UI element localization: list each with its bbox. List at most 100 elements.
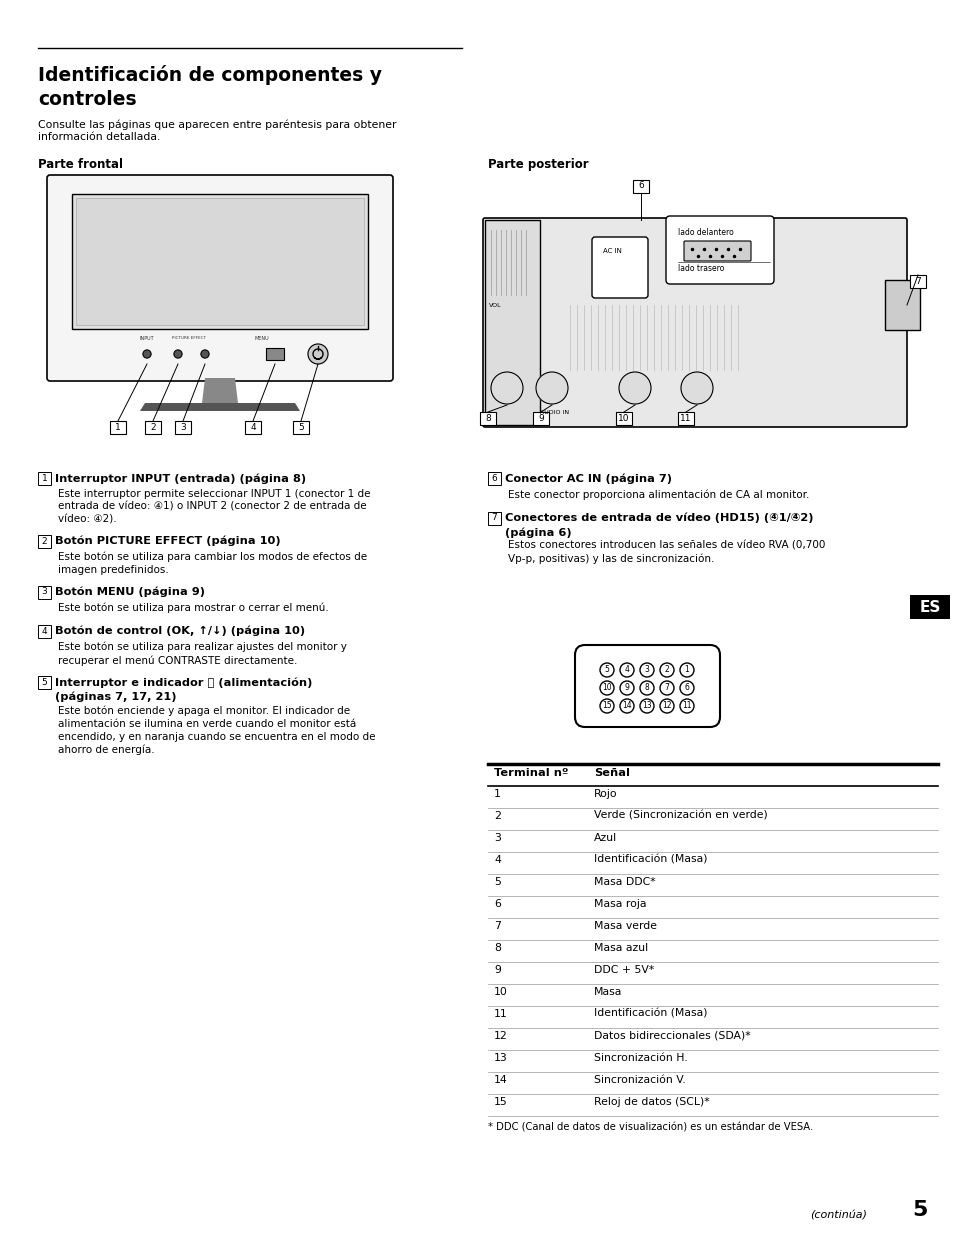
- Text: 3: 3: [42, 588, 48, 597]
- Text: 5: 5: [494, 877, 500, 887]
- Text: 13: 13: [494, 1053, 507, 1063]
- FancyBboxPatch shape: [592, 237, 647, 298]
- Text: 12: 12: [661, 701, 671, 710]
- Text: 10: 10: [494, 987, 507, 997]
- Bar: [38, 625, 51, 638]
- Circle shape: [308, 345, 328, 364]
- Text: 9: 9: [624, 683, 629, 693]
- Text: Interruptor e indicador ⏻ (alimentación): Interruptor e indicador ⏻ (alimentación): [55, 677, 312, 688]
- Text: Este botón enciende y apaga el monitor. El indicador de
alimentación se ilumina : Este botón enciende y apaga el monitor. …: [58, 705, 375, 755]
- FancyBboxPatch shape: [575, 645, 720, 727]
- Text: 15: 15: [601, 701, 611, 710]
- Bar: [479, 412, 496, 425]
- Text: Estos conectores introducen las señales de vídeo RVA (0,700
Vp-p, positivas) y l: Estos conectores introducen las señales …: [507, 541, 824, 564]
- Text: 10: 10: [601, 683, 611, 693]
- Text: 6: 6: [684, 683, 689, 693]
- Text: 5: 5: [911, 1200, 926, 1220]
- Text: Botón PICTURE EFFECT (página 10): Botón PICTURE EFFECT (página 10): [55, 536, 280, 546]
- Circle shape: [143, 350, 151, 358]
- Text: Este botón se utiliza para cambiar los modos de efectos de
imagen predefinidos.: Este botón se utiliza para cambiar los m…: [58, 552, 367, 574]
- Text: Conector AC IN (página 7): Conector AC IN (página 7): [504, 473, 671, 483]
- Text: Masa roja: Masa roja: [594, 899, 646, 909]
- Text: Rojo: Rojo: [594, 789, 617, 799]
- Bar: [110, 421, 126, 433]
- Text: (continúa): (continúa): [809, 1210, 866, 1220]
- Text: 5: 5: [297, 424, 304, 432]
- Text: 8: 8: [494, 944, 500, 953]
- Text: 4: 4: [494, 855, 500, 864]
- Text: Este botón se utiliza para mostrar o cerrar el menú.: Este botón se utiliza para mostrar o cer…: [58, 603, 329, 613]
- Text: Masa azul: Masa azul: [594, 944, 647, 953]
- Text: 5: 5: [604, 666, 609, 674]
- Text: 2: 2: [150, 424, 155, 432]
- Text: Conectores de entrada de vídeo (HD15) (④1/④2): Conectores de entrada de vídeo (HD15) (④…: [504, 513, 813, 522]
- Bar: [884, 280, 919, 330]
- FancyBboxPatch shape: [47, 175, 393, 382]
- Text: 3: 3: [180, 424, 186, 432]
- Bar: [76, 198, 364, 325]
- Text: AC IN: AC IN: [602, 248, 621, 254]
- Text: Interruptor INPUT (entrada) (página 8): Interruptor INPUT (entrada) (página 8): [55, 473, 306, 483]
- Text: 4: 4: [42, 627, 48, 636]
- Text: Sincronización V.: Sincronización V.: [594, 1074, 685, 1086]
- Text: 3: 3: [644, 666, 649, 674]
- Text: Este interruptor permite seleccionar INPUT 1 (conector 1 de
entrada de vídeo: ④1: Este interruptor permite seleccionar INP…: [58, 489, 370, 525]
- Text: 9: 9: [494, 965, 500, 974]
- Text: 8: 8: [644, 683, 649, 693]
- Text: Botón de control (OK, ↑/↓) (página 10): Botón de control (OK, ↑/↓) (página 10): [55, 626, 305, 636]
- Text: Masa verde: Masa verde: [594, 921, 657, 931]
- Bar: [38, 472, 51, 485]
- Circle shape: [201, 350, 209, 358]
- Text: 2: 2: [42, 536, 48, 546]
- Text: Identificación (Masa): Identificación (Masa): [594, 1009, 707, 1019]
- FancyBboxPatch shape: [482, 219, 906, 427]
- Bar: [616, 412, 631, 425]
- Text: Sincronización H.: Sincronización H.: [594, 1053, 687, 1063]
- Text: lado delantero: lado delantero: [678, 228, 733, 237]
- FancyBboxPatch shape: [683, 241, 750, 261]
- Bar: [245, 421, 261, 433]
- Text: * DDC (Canal de datos de visualización) es un estándar de VESA.: * DDC (Canal de datos de visualización) …: [488, 1123, 812, 1132]
- Polygon shape: [202, 378, 237, 403]
- Text: Reloj de datos (SCL)*: Reloj de datos (SCL)*: [594, 1097, 709, 1107]
- Text: lado trasero: lado trasero: [678, 264, 723, 273]
- Bar: [633, 180, 648, 193]
- Text: Consulte las páginas que aparecen entre paréntesis para obtener
información deta: Consulte las páginas que aparecen entre …: [38, 120, 396, 142]
- Bar: [266, 348, 284, 359]
- FancyBboxPatch shape: [665, 216, 773, 284]
- Text: 14: 14: [621, 701, 631, 710]
- Circle shape: [173, 350, 182, 358]
- Text: 1: 1: [115, 424, 121, 432]
- Text: Azul: Azul: [594, 832, 617, 844]
- Text: controles: controles: [38, 90, 136, 109]
- Bar: [488, 511, 500, 525]
- Bar: [71, 194, 368, 329]
- Text: 7: 7: [494, 921, 500, 931]
- Bar: [145, 421, 161, 433]
- Text: 7: 7: [491, 514, 497, 522]
- Text: Terminal nº: Terminal nº: [494, 768, 568, 778]
- Text: Este botón se utiliza para realizar ajustes del monitor y
recuperar el menú CONT: Este botón se utiliza para realizar ajus…: [58, 642, 347, 666]
- Text: 9: 9: [537, 414, 543, 424]
- Text: VOL: VOL: [489, 303, 501, 308]
- Text: 2: 2: [664, 666, 669, 674]
- Bar: [488, 472, 500, 485]
- Text: 11: 11: [679, 414, 691, 424]
- Text: Masa: Masa: [594, 987, 621, 997]
- Bar: [909, 275, 925, 288]
- Text: 1: 1: [42, 474, 48, 483]
- Text: PICTURE EFFECT: PICTURE EFFECT: [172, 336, 206, 340]
- Text: 6: 6: [491, 474, 497, 483]
- Text: 4: 4: [624, 666, 629, 674]
- Text: Señal: Señal: [594, 768, 629, 778]
- Text: Masa DDC*: Masa DDC*: [594, 877, 655, 887]
- Text: (páginas 7, 17, 21): (páginas 7, 17, 21): [55, 692, 176, 703]
- Circle shape: [680, 372, 712, 404]
- Text: 1: 1: [494, 789, 500, 799]
- Text: 1: 1: [684, 666, 689, 674]
- Text: 3: 3: [494, 832, 500, 844]
- Bar: [533, 412, 548, 425]
- Bar: [38, 535, 51, 547]
- Text: 8: 8: [485, 414, 491, 424]
- Bar: [678, 412, 693, 425]
